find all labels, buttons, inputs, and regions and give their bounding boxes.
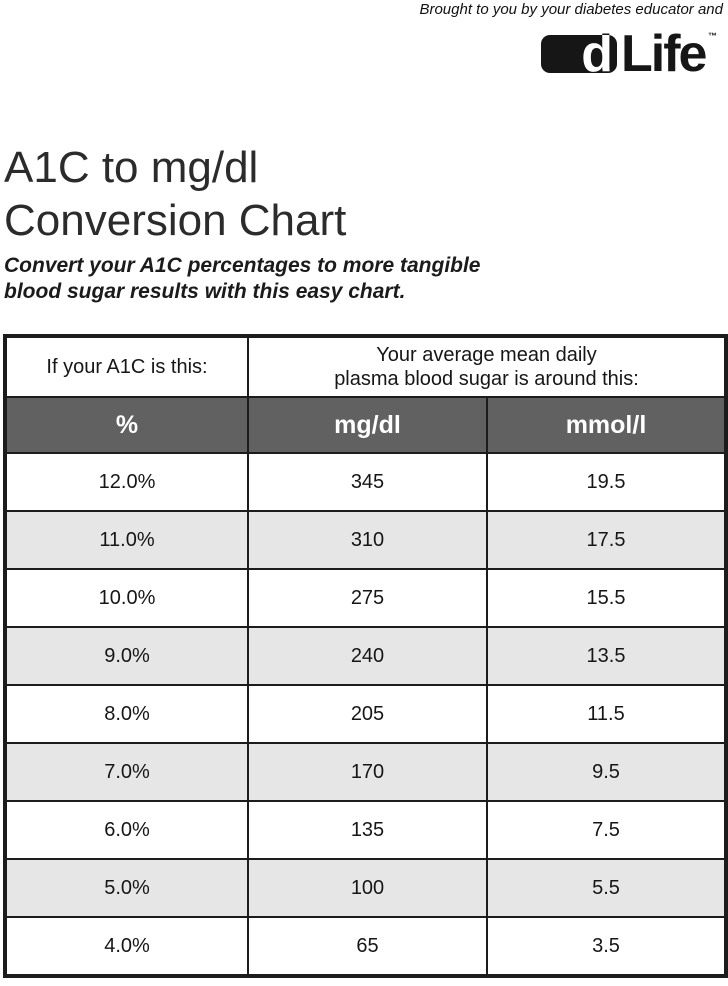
cell-mmol: 19.5 [486,452,727,512]
cell-a1c: 6.0% [4,800,249,860]
page-subtitle-line-1: Convert your A1C percentages to more tan… [4,254,481,277]
cell-a1c: 8.0% [4,684,249,744]
page-title: A1C to mg/dl Conversion Chart [4,141,346,247]
table-header-description-line-2: plasma blood sugar is around this: [334,368,639,390]
page-title-line-2: Conversion Chart [4,196,347,245]
conversion-table: If your A1C is this: Your average mean d… [3,334,728,978]
table-header-description-line-1: Your average mean daily [376,344,597,366]
cell-mgdl: 65 [247,916,488,977]
cell-mmol: 7.5 [486,800,727,860]
table-row: 11.0% 310 17.5 [4,510,727,570]
table-description-row: If your A1C is this: Your average mean d… [4,335,727,398]
dlife-logo: d d Life ™ [541,21,723,83]
table-header-description: Your average mean daily plasma blood sug… [247,335,727,398]
cell-mgdl: 310 [247,510,488,570]
cell-mmol: 5.5 [486,858,727,918]
cell-mgdl: 205 [247,684,488,744]
cell-a1c: 10.0% [4,568,249,628]
unit-header-mgdl: mg/dl [247,396,488,454]
cell-mmol: 3.5 [486,916,727,977]
table-row: 9.0% 240 13.5 [4,626,727,686]
cell-a1c: 5.0% [4,858,249,918]
table-units-row: % mg/dl mmol/l [4,396,727,454]
table-row: 6.0% 135 7.5 [4,800,727,860]
unit-header-percent: % [4,396,249,454]
cell-mmol: 15.5 [486,568,727,628]
page-title-line-1: A1C to mg/dl [4,143,259,192]
cell-mgdl: 240 [247,626,488,686]
page-subtitle-line-2: blood sugar results with this easy chart… [4,280,406,303]
cell-mgdl: 345 [247,452,488,512]
table-row: 7.0% 170 9.5 [4,742,727,802]
cell-mmol: 11.5 [486,684,727,744]
table-header-a1c: If your A1C is this: [4,335,249,398]
dlife-logo-graphic: d d Life ™ [541,25,717,83]
table-row: 8.0% 205 11.5 [4,684,727,744]
cell-mmol: 9.5 [486,742,727,802]
table-row: 5.0% 100 5.5 [4,858,727,918]
conversion-table-container: If your A1C is this: Your average mean d… [3,334,728,978]
cell-mgdl: 100 [247,858,488,918]
cell-mgdl: 135 [247,800,488,860]
table-row: 12.0% 345 19.5 [4,452,727,512]
cell-a1c: 11.0% [4,510,249,570]
page-subtitle: Convert your A1C percentages to more tan… [4,253,481,305]
cell-mmol: 17.5 [486,510,727,570]
logo-life-text: Life [621,25,707,75]
table-row: 4.0% 65 3.5 [4,916,727,977]
logo-trademark: ™ [708,31,717,41]
table-row: 10.0% 275 15.5 [4,568,727,628]
logo-d-box [541,35,617,73]
cell-a1c: 9.0% [4,626,249,686]
cell-mmol: 13.5 [486,626,727,686]
cell-mgdl: 170 [247,742,488,802]
cell-a1c: 4.0% [4,916,249,977]
cell-a1c: 12.0% [4,452,249,512]
cell-mgdl: 275 [247,568,488,628]
logo-d-knockout: d [581,25,613,75]
credit-text: Brought to you by your diabetes educator… [419,1,723,18]
unit-header-mmol: mmol/l [486,396,727,454]
cell-a1c: 7.0% [4,742,249,802]
